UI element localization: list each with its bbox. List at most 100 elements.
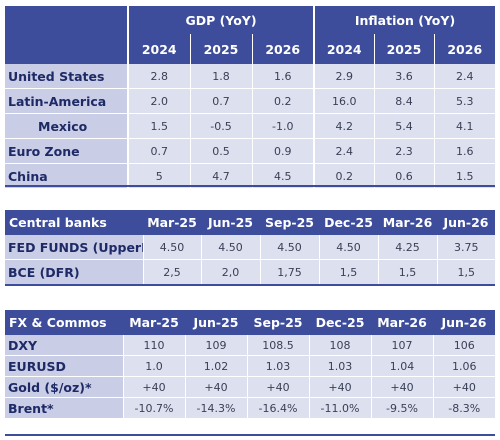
table-row: Brent* -10.7% -14.3% -16.4% -11.0% -9.5%… (5, 397, 495, 419)
column-header: Jun-26 (433, 310, 495, 335)
table-cell: 1.04 (370, 355, 433, 377)
table-cell: +40 (184, 376, 247, 398)
table-cell: 1.6 (251, 64, 314, 89)
year-header: 2025 (373, 34, 434, 64)
table-cell: 2,0 (200, 259, 260, 285)
gdp-group-header: GDP (YoY) (127, 6, 314, 34)
table-cell: -0.5 (189, 113, 252, 139)
table-cell: 4.50 (200, 235, 260, 260)
table-cell: +40 (432, 376, 495, 398)
table-row: China 5 4.7 4.5 0.2 0.6 1.5 (5, 163, 496, 189)
divider (5, 434, 495, 436)
year-header: 2024 (127, 34, 190, 64)
table-cell: 2,5 (142, 259, 201, 285)
table-cell: 4.7 (189, 163, 252, 189)
table-cell: 0.9 (251, 138, 314, 164)
table-cell: 1.5 (127, 113, 190, 139)
table-cell: 4.5 (251, 163, 314, 189)
table-cell: 5.4 (373, 113, 434, 139)
table-cell: -1.0 (251, 113, 314, 139)
table-cell: -16.4% (246, 397, 309, 419)
table-cell: 4.50 (318, 235, 378, 260)
central-banks-table: Central banks Mar-25 Jun-25 Sep-25 Dec-2… (5, 210, 495, 285)
header-row: FX & Commos Mar-25 Jun-25 Sep-25 Dec-25 … (5, 310, 495, 335)
header-row: Central banks Mar-25 Jun-25 Sep-25 Dec-2… (5, 210, 495, 235)
table-cell: +40 (122, 376, 185, 398)
table-cell: 1.03 (246, 355, 309, 377)
table-cell: -14.3% (184, 397, 247, 419)
divider (5, 284, 495, 286)
table-cell: 2.8 (127, 64, 190, 89)
table-row: FED FUNDS (UpperB) 4.50 4.50 4.50 4.50 4… (5, 235, 495, 260)
table-cell: 4.50 (259, 235, 319, 260)
table-row: Mexico 1.5 -0.5 -1.0 4.2 5.4 4.1 (5, 113, 496, 139)
table-cell: 1,5 (436, 259, 495, 285)
table-cell: 0.7 (127, 138, 190, 164)
table-row: Latin-America 2.0 0.7 0.2 16.0 8.4 5.3 (5, 88, 496, 114)
divider (5, 185, 495, 187)
table-cell: -11.0% (308, 397, 371, 419)
column-header: Sep-25 (247, 310, 309, 335)
table-cell: 2.4 (313, 138, 374, 164)
row-label: FED FUNDS (UpperB) (5, 235, 143, 260)
table-cell: 1.06 (432, 355, 495, 377)
table-cell: 4.1 (433, 113, 496, 139)
table-cell: 108 (308, 335, 371, 356)
row-label: China (5, 163, 128, 189)
table-cell: 2.9 (313, 64, 374, 89)
table-cell: 1.5 (433, 163, 496, 189)
table-row: United States 2.8 1.8 1.6 2.9 3.6 2.4 (5, 64, 496, 89)
table-cell: +40 (246, 376, 309, 398)
column-header: Dec-25 (319, 210, 378, 235)
table-cell: 109 (184, 335, 247, 356)
column-header: Mar-26 (371, 310, 433, 335)
table-row: BCE (DFR) 2,5 2,0 1,75 1,5 1,5 1,5 (5, 259, 495, 285)
table-cell: 0.7 (189, 88, 252, 114)
table-row: Gold ($/oz)* +40 +40 +40 +40 +40 +40 (5, 376, 495, 398)
row-label: Mexico (5, 113, 128, 139)
table-cell: 4.2 (313, 113, 374, 139)
year-header: 2026 (251, 34, 314, 64)
table-cell: 1.8 (189, 64, 252, 89)
section-title: Central banks (5, 210, 143, 235)
year-header-row: 2024 2025 2026 2024 2025 2026 (5, 34, 496, 64)
table-cell: 8.4 (373, 88, 434, 114)
group-header-row: GDP (YoY) Inflation (YoY) (5, 6, 496, 34)
table-cell: -10.7% (122, 397, 185, 419)
table-cell: +40 (308, 376, 371, 398)
row-label: EURUSD (5, 355, 123, 377)
table-cell: 1.02 (184, 355, 247, 377)
table-cell: 1,5 (318, 259, 378, 285)
table-cell: 2.0 (127, 88, 190, 114)
table-cell: 1,75 (259, 259, 319, 285)
row-label: Gold ($/oz)* (5, 376, 123, 398)
table-cell: 5.3 (433, 88, 496, 114)
table-cell: 2.3 (373, 138, 434, 164)
table-cell: 1.0 (122, 355, 185, 377)
table-cell: 0.2 (251, 88, 314, 114)
row-label: Euro Zone (5, 138, 128, 164)
column-header: Jun-26 (437, 210, 495, 235)
table-cell: 4.25 (377, 235, 437, 260)
table-cell: 110 (122, 335, 185, 356)
table-cell: -9.5% (370, 397, 433, 419)
fx-commos-table: FX & Commos Mar-25 Jun-25 Sep-25 Dec-25 … (5, 310, 495, 419)
column-header: Mar-25 (123, 310, 185, 335)
corner-cell (5, 6, 128, 34)
row-label: Latin-America (5, 88, 128, 114)
column-header: Mar-26 (378, 210, 437, 235)
column-header: Dec-25 (309, 310, 371, 335)
table-cell: 2.4 (433, 64, 496, 89)
table-cell: 0.5 (189, 138, 252, 164)
section-title: FX & Commos (5, 310, 123, 335)
inflation-group-header: Inflation (YoY) (312, 6, 496, 34)
column-header: Jun-25 (201, 210, 260, 235)
table-cell: 1.6 (433, 138, 496, 164)
column-header: Sep-25 (260, 210, 319, 235)
table-cell: 5 (127, 163, 190, 189)
table-cell: 108.5 (246, 335, 309, 356)
year-header: 2024 (313, 34, 374, 64)
table-cell: -8.3% (432, 397, 495, 419)
table-cell: 3.6 (373, 64, 434, 89)
table-cell: 0.2 (313, 163, 374, 189)
